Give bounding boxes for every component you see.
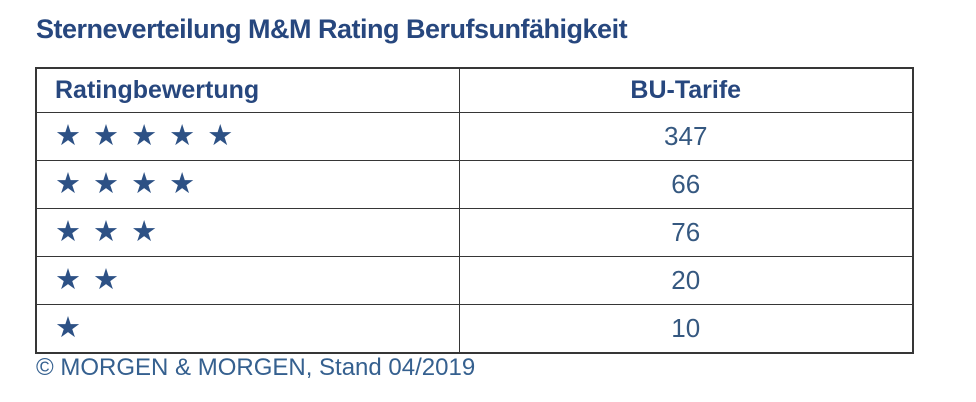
table-row-3-stars: ★ ★ ★ 76	[35, 208, 914, 257]
rating-table: Ratingbewertung BU-Tarife ★ ★ ★ ★ ★ 347 …	[35, 67, 914, 354]
copyright-source-note: © MORGEN & MORGEN, Stand 04/2019	[36, 354, 476, 381]
tariff-count-3-stars: 76	[458, 208, 914, 257]
table-header-row: Ratingbewertung BU-Tarife	[35, 67, 914, 113]
column-header-bu-tarife: BU-Tarife	[458, 67, 914, 113]
stars-2-icon: ★ ★	[35, 256, 460, 305]
tariff-count-1-star: 10	[458, 304, 914, 354]
table-row-2-stars: ★ ★ 20	[35, 256, 914, 305]
tariff-count-2-stars: 20	[458, 256, 914, 305]
stars-1-icon: ★	[35, 304, 460, 354]
page-title: Sterneverteilung M&M Rating Berufsunfähi…	[36, 14, 628, 44]
tariff-count-4-stars: 66	[458, 160, 914, 209]
table-row-5-stars: ★ ★ ★ ★ ★ 347	[35, 112, 914, 161]
column-header-rating: Ratingbewertung	[35, 67, 460, 113]
tariff-count-5-stars: 347	[458, 112, 914, 161]
table-row-1-star: ★ 10	[35, 304, 914, 354]
table-row-4-stars: ★ ★ ★ ★ 66	[35, 160, 914, 209]
stars-5-icon: ★ ★ ★ ★ ★	[35, 112, 460, 161]
stars-4-icon: ★ ★ ★ ★	[35, 160, 460, 209]
stars-3-icon: ★ ★ ★	[35, 208, 460, 257]
